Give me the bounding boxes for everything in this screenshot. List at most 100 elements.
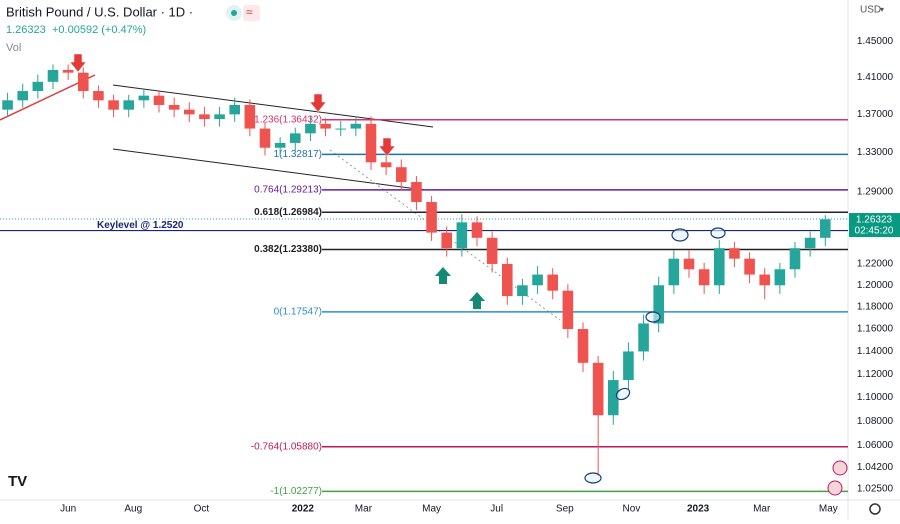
- ellipse: [584, 472, 602, 484]
- candle-body: [350, 123, 362, 129]
- candle-body: [320, 123, 331, 129]
- ellipse: [645, 311, 661, 323]
- x-tick-label: Mar: [355, 504, 373, 515]
- volume-label: Vol: [6, 42, 21, 54]
- y-tick-label: 1.16000: [857, 324, 894, 335]
- y-tick-label: 1.12000: [857, 369, 894, 380]
- y-tick-label: 1.37000: [857, 109, 894, 120]
- flag-icon: [827, 480, 843, 496]
- y-tick-label: 1.10000: [857, 392, 894, 403]
- candle-body: [138, 95, 150, 101]
- candle-body: [623, 351, 634, 381]
- candle-body: [17, 91, 29, 101]
- icon: ≈: [246, 5, 253, 19]
- candle-body: [259, 128, 271, 148]
- fib-label: 0.764(1.29213): [254, 184, 322, 195]
- candle-body: [32, 81, 44, 92]
- currency-caret[interactable]: ▾: [880, 5, 884, 14]
- candle-body: [183, 109, 195, 115]
- candle-body: [819, 219, 831, 238]
- candle-body: [335, 128, 347, 130]
- candle-body: [668, 258, 680, 286]
- up-arrow: [435, 267, 451, 284]
- candle-body: [365, 123, 377, 163]
- candle-body: [47, 69, 59, 82]
- candle-body: [426, 202, 437, 233]
- candles: [2, 64, 831, 477]
- candle-body: [698, 269, 710, 286]
- up-arrow: [469, 292, 485, 309]
- candle-body: [456, 222, 468, 249]
- y-tick-label: 1.04200: [857, 462, 894, 473]
- price-tag-value: 1.26323: [856, 215, 893, 226]
- down-arrow: [378, 137, 396, 157]
- logo: TV: [8, 473, 27, 490]
- x-tick-label: May: [422, 504, 441, 515]
- candle-body: [77, 72, 89, 92]
- channel-line: [112, 148, 426, 191]
- fib-label: 1.236(1.36432): [254, 114, 322, 125]
- fib-label: 0(1.17547): [274, 307, 322, 318]
- y-tick-label: 1.08000: [857, 416, 894, 427]
- y-tick-label: 1.20000: [857, 280, 894, 291]
- candle-body: [501, 263, 513, 297]
- candle-body: [471, 222, 483, 238]
- down-arrow: [69, 53, 87, 73]
- candle-body: [789, 248, 801, 270]
- last-value: 1.26323: [6, 24, 46, 36]
- candle-body: [244, 104, 256, 129]
- candle-body: [305, 123, 316, 134]
- candle-body: [607, 380, 619, 416]
- ellipse: [671, 228, 689, 242]
- y-tick-label: 1.29000: [857, 187, 894, 198]
- candle-body: [108, 100, 119, 110]
- candle-body: [638, 323, 649, 352]
- candle-body: [532, 274, 543, 286]
- candle-body: [62, 69, 74, 73]
- tv-logo: TV: [8, 473, 27, 490]
- change: +0.00592 (+0.47%): [52, 24, 146, 36]
- candle-body: [214, 114, 225, 120]
- candle-body: [804, 237, 816, 249]
- candle-body: [547, 274, 559, 291]
- key-level-label: Keylevel @ 1.2520: [97, 220, 184, 231]
- y-tick-label: 1.22000: [857, 259, 894, 270]
- candle-body: [380, 162, 392, 168]
- x-tick-label: Jun: [60, 504, 76, 515]
- fib-label: 0.618(1.26984): [254, 207, 322, 218]
- y-tick-label: 1.41000: [857, 72, 894, 83]
- y-tick-label: 1.14000: [857, 346, 894, 357]
- settings-icon[interactable]: [869, 503, 881, 515]
- chart-title: British Pound / U.S. Dollar · 1D ·: [6, 4, 193, 19]
- currency[interactable]: USD: [860, 5, 881, 16]
- icon: [243, 5, 260, 21]
- levels: 1.236(1.36432) 1(1.32817) 0.764(1.29213) 0.…: [0, 114, 848, 497]
- y-tick-label: 1.18000: [857, 302, 894, 313]
- y-tick-label: 1.45000: [857, 36, 894, 47]
- countdown: 02:45:20: [855, 226, 894, 237]
- candle-body: [577, 329, 589, 363]
- candle-body: [168, 104, 180, 110]
- candle-body: [774, 269, 786, 286]
- candle-body: [517, 285, 528, 297]
- x-tick-label: May: [819, 504, 838, 515]
- x-tick-label: Jul: [490, 504, 503, 515]
- icon: [231, 10, 237, 16]
- fib-label: -0.764(1.05880): [251, 441, 322, 452]
- x-tick-label: 2023: [687, 504, 710, 515]
- candle-body: [153, 95, 165, 105]
- candle-body: [683, 258, 695, 270]
- candle-body: [274, 142, 286, 148]
- candle-body: [441, 232, 453, 249]
- candle-body: [592, 362, 604, 416]
- candle-body: [411, 182, 422, 203]
- x-tick-label: Oct: [194, 504, 210, 515]
- x-tick-label: Aug: [124, 504, 142, 515]
- sell-arrows: [69, 53, 396, 157]
- candle-body: [395, 167, 407, 183]
- candle-body: [486, 237, 498, 264]
- price-tag: [849, 213, 900, 238]
- y-tick-label: 1.06000: [857, 440, 894, 451]
